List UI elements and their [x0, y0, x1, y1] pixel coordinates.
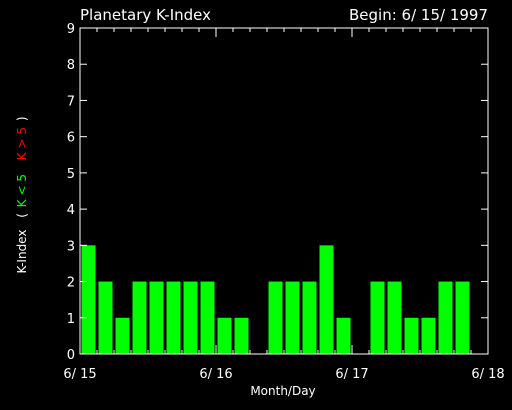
k-index-bar	[217, 317, 232, 354]
y-tick-label: 3	[67, 239, 75, 254]
y-tick-label: 1	[67, 312, 75, 327]
k-index-bar	[98, 281, 113, 354]
y-axis-label-main: K-Index	[15, 230, 29, 274]
y-tick-label: 8	[67, 58, 75, 73]
k-index-bar	[166, 281, 181, 354]
k-index-bar	[302, 281, 317, 354]
k-index-bar	[285, 281, 300, 354]
chart-title: Planetary K-Index	[80, 6, 211, 24]
axes-group: 0 1 2 3 4 5 6 7 8 9 6/ 15 6/ 16 6/ 17 6/ 18	[63, 22, 504, 382]
k-index-bar	[81, 245, 96, 354]
y-tick-label: 5	[67, 167, 75, 182]
k-index-bar	[200, 281, 215, 354]
y-tick-label: 6	[67, 131, 75, 146]
k-index-bar	[421, 317, 436, 354]
svg-text:K-Index ( K < 5: K-Index ( K < 5 K > 5 )	[15, 116, 29, 273]
k-index-bar	[115, 317, 130, 354]
k-index-bar	[149, 281, 164, 354]
y-axis-label: K-Index ( K < 5 K > 5 )	[15, 116, 29, 273]
y-axis-label-open: (	[15, 213, 29, 218]
k-index-bar	[183, 281, 198, 354]
k-index-bar	[404, 317, 419, 354]
k-index-bar	[455, 281, 470, 354]
y-axis-label-high: K > 5	[15, 127, 29, 160]
y-tick-label: 9	[67, 22, 75, 37]
x-tick-label: 6/ 16	[199, 367, 232, 382]
y-axis-label-low: K < 5	[15, 174, 29, 207]
k-index-bar	[132, 281, 147, 354]
k-index-bar	[268, 281, 283, 354]
x-axis-label: Month/Day	[250, 384, 315, 398]
k-index-bar	[336, 317, 351, 354]
y-tick-label: 7	[67, 94, 75, 109]
k-index-bar	[438, 281, 453, 354]
y-tick-label: 2	[67, 276, 75, 291]
x-tick-label: 6/ 17	[335, 367, 368, 382]
bars-group	[81, 245, 470, 354]
y-tick-label: 4	[67, 203, 75, 218]
x-tick-label: 6/ 18	[471, 367, 504, 382]
k-index-bar	[370, 281, 385, 354]
x-tick-label: 6/ 15	[63, 367, 96, 382]
k-index-bar	[387, 281, 402, 354]
k-index-bar	[234, 317, 249, 354]
k-index-bar	[319, 245, 334, 354]
y-tick-label: 0	[67, 348, 75, 363]
y-axis-label-close: )	[15, 116, 29, 121]
begin-date-label: Begin: 6/ 15/ 1997	[349, 6, 488, 24]
